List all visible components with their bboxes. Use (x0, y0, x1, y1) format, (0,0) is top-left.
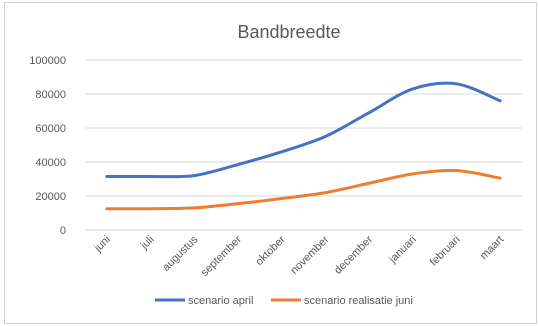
gridlines (85, 59, 522, 231)
y-tick-label: 20000 (35, 191, 66, 203)
x-tick-label: maart (478, 234, 506, 262)
series-line-2 (105, 168, 502, 211)
x-tick-label: oktober (253, 233, 288, 268)
y-tick-label: 80000 (35, 89, 66, 101)
x-tick-label: december (332, 233, 375, 276)
x-tick-label: september (199, 233, 244, 278)
x-tick-label: november (288, 233, 331, 276)
y-tick-label: 0 (60, 225, 66, 237)
y-axis-tick-labels: 0 20000 40000 60000 80000 100000 (29, 55, 66, 237)
series-line-1 (105, 81, 502, 179)
y-tick-label: 100000 (29, 55, 66, 67)
series-lines (105, 81, 502, 211)
x-tick-label: januari (386, 234, 419, 267)
chart-frame (4, 2, 537, 324)
x-tick-label: juni (92, 234, 113, 255)
legend: scenario april scenario realisatie juni (155, 295, 413, 307)
x-tick-label: augustus (160, 233, 200, 273)
x-tick-label: februari (428, 234, 463, 269)
legend-label: scenario realisatie juni (304, 295, 413, 307)
chart-title: Bandbreedte (237, 22, 340, 42)
y-tick-label: 40000 (35, 157, 66, 169)
y-tick-label: 60000 (35, 123, 66, 135)
legend-label: scenario april (188, 295, 253, 307)
x-tick-label: juli (138, 234, 157, 253)
